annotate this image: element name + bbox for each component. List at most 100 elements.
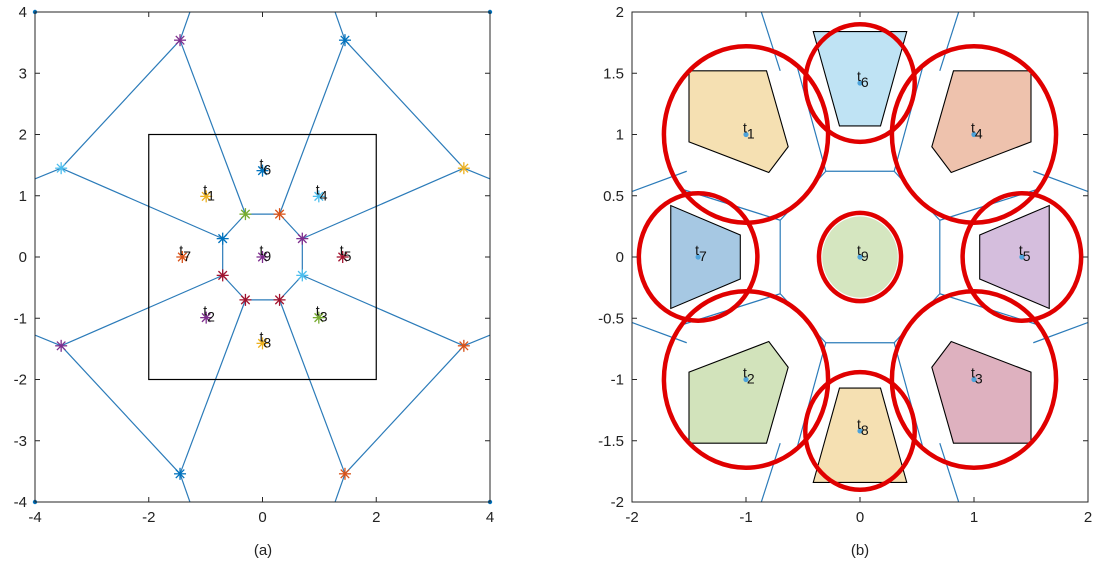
target-label-index: 6 xyxy=(263,162,271,178)
voronoi-edge xyxy=(179,299,246,475)
target-label: t7 xyxy=(179,242,191,264)
caption-b: (b) xyxy=(851,542,869,559)
vertex-marker xyxy=(216,232,229,245)
target-label-index: 2 xyxy=(747,371,755,387)
b-xtick-label: 0 xyxy=(856,509,864,526)
target-marker-stroke xyxy=(201,312,211,323)
target-marker xyxy=(312,190,325,203)
vertex-marker xyxy=(55,162,68,175)
target-marker-stroke xyxy=(257,252,268,262)
target-point xyxy=(743,131,749,138)
vertex-marker-stroke xyxy=(240,295,251,305)
voronoi-edge xyxy=(35,334,62,347)
vertex-marker-stroke xyxy=(240,209,251,219)
vertex-marker-stroke xyxy=(175,469,185,479)
target-point xyxy=(695,254,701,260)
target-marker xyxy=(256,251,269,263)
voronoi-edge xyxy=(463,167,490,180)
target-point xyxy=(971,376,977,383)
vertex-marker xyxy=(296,232,309,245)
a-ytick-label: -2 xyxy=(14,372,27,389)
vertex-marker-stroke xyxy=(274,295,285,305)
target-label: t1 xyxy=(203,181,215,203)
target-label-index: 2 xyxy=(207,309,215,325)
a-plot-area: t1 t2 t3 t4 t5 t6 t7 t8 t9 xyxy=(35,12,490,502)
a-ytick-label: -4 xyxy=(14,494,27,511)
target-label: t6 xyxy=(260,156,272,178)
vertex-marker xyxy=(55,339,68,352)
a-xtick-label: 4 xyxy=(486,509,494,526)
voronoi-edge xyxy=(302,167,465,240)
target-label: t3 xyxy=(316,303,328,325)
voronoi-edge xyxy=(334,473,346,502)
coverage-circle xyxy=(803,369,917,493)
target-label: t2 xyxy=(743,365,755,387)
b-ytick-label: -1.5 xyxy=(598,433,624,450)
target-point xyxy=(971,131,977,138)
vertex-marker-stroke xyxy=(56,163,66,173)
voronoi-edge xyxy=(179,39,246,215)
a-ytick-label: 4 xyxy=(19,4,27,21)
voronoi-edge xyxy=(179,473,191,502)
region-polygon xyxy=(979,204,1050,310)
target-label: t5 xyxy=(340,242,352,264)
vertex-marker-stroke xyxy=(56,341,66,351)
target-label-index: 9 xyxy=(861,248,869,264)
coverage-circle xyxy=(803,22,917,145)
target-marker xyxy=(256,337,269,350)
panel-b: t1 t6 t4 t7 t9 t5 t2 t8 t3 -2 -1 0 1 2 -2 -1.5 -1 -0.5 0 0.… xyxy=(598,4,1092,526)
vertex-marker-stroke xyxy=(297,233,308,244)
voronoi-edge xyxy=(35,167,62,180)
voronoi-edge xyxy=(334,12,346,41)
target-label-index: 5 xyxy=(344,248,352,264)
b-ytick-label: 1 xyxy=(616,127,624,144)
b-ytick-label: -1 xyxy=(611,372,624,389)
coverage-circle xyxy=(816,210,904,304)
b-xtick-label: -2 xyxy=(625,509,638,526)
target-label: t9 xyxy=(260,242,272,264)
target-label: t4 xyxy=(316,181,328,203)
target-marker xyxy=(256,164,269,177)
target-label: t8 xyxy=(260,328,272,350)
voronoi-edge xyxy=(60,274,223,347)
target-marker xyxy=(312,311,325,324)
target-label-index: 6 xyxy=(861,74,869,90)
a-ytick-label: 3 xyxy=(19,65,27,82)
b-ytick-label: 2 xyxy=(616,4,624,21)
b-xtick-label: 1 xyxy=(970,509,978,526)
target-label: t1 xyxy=(743,120,755,142)
target-label: t4 xyxy=(971,120,983,142)
region-polygon xyxy=(670,204,741,310)
vertex-marker xyxy=(174,34,187,47)
vertex-marker-stroke xyxy=(340,469,350,479)
panel-a: t1 t2 t3 t4 t5 t6 t7 t8 t9 -4 -2 0 2 4 -4 -3 -2 -1 0 1 2 3 4 xyxy=(14,4,495,526)
target-marker-stroke xyxy=(177,252,188,262)
vertex-marker-stroke xyxy=(340,35,350,45)
target-label-index: 8 xyxy=(861,422,869,438)
voronoi-edge xyxy=(939,443,960,502)
target-marker-stroke xyxy=(314,312,324,323)
vertex-marker-stroke xyxy=(175,35,185,45)
voronoi-edge xyxy=(796,342,827,448)
target-label-index: 7 xyxy=(183,248,191,264)
coverage-circle xyxy=(889,289,1059,470)
a-xtick-label: -4 xyxy=(28,509,41,526)
voronoi-edge xyxy=(60,345,181,475)
voronoi-edge xyxy=(939,12,960,71)
b-xtick-label: 2 xyxy=(1084,509,1092,526)
target-label-index: 1 xyxy=(207,187,215,203)
region-polygon xyxy=(688,70,789,174)
target-label: t3 xyxy=(971,365,983,387)
voronoi-edge xyxy=(893,342,924,448)
voronoi-edge xyxy=(760,12,781,71)
voronoi-edge xyxy=(796,66,827,172)
target-point xyxy=(857,254,863,260)
region-polygon xyxy=(931,70,1032,174)
target-label-index: 3 xyxy=(320,309,328,325)
vertex-marker-stroke xyxy=(274,209,285,219)
voronoi-edge xyxy=(344,345,465,475)
vertex-marker xyxy=(273,208,286,221)
vertex-marker-stroke xyxy=(217,233,228,244)
target-marker-stroke xyxy=(257,338,268,349)
target-label: t8 xyxy=(857,416,869,438)
